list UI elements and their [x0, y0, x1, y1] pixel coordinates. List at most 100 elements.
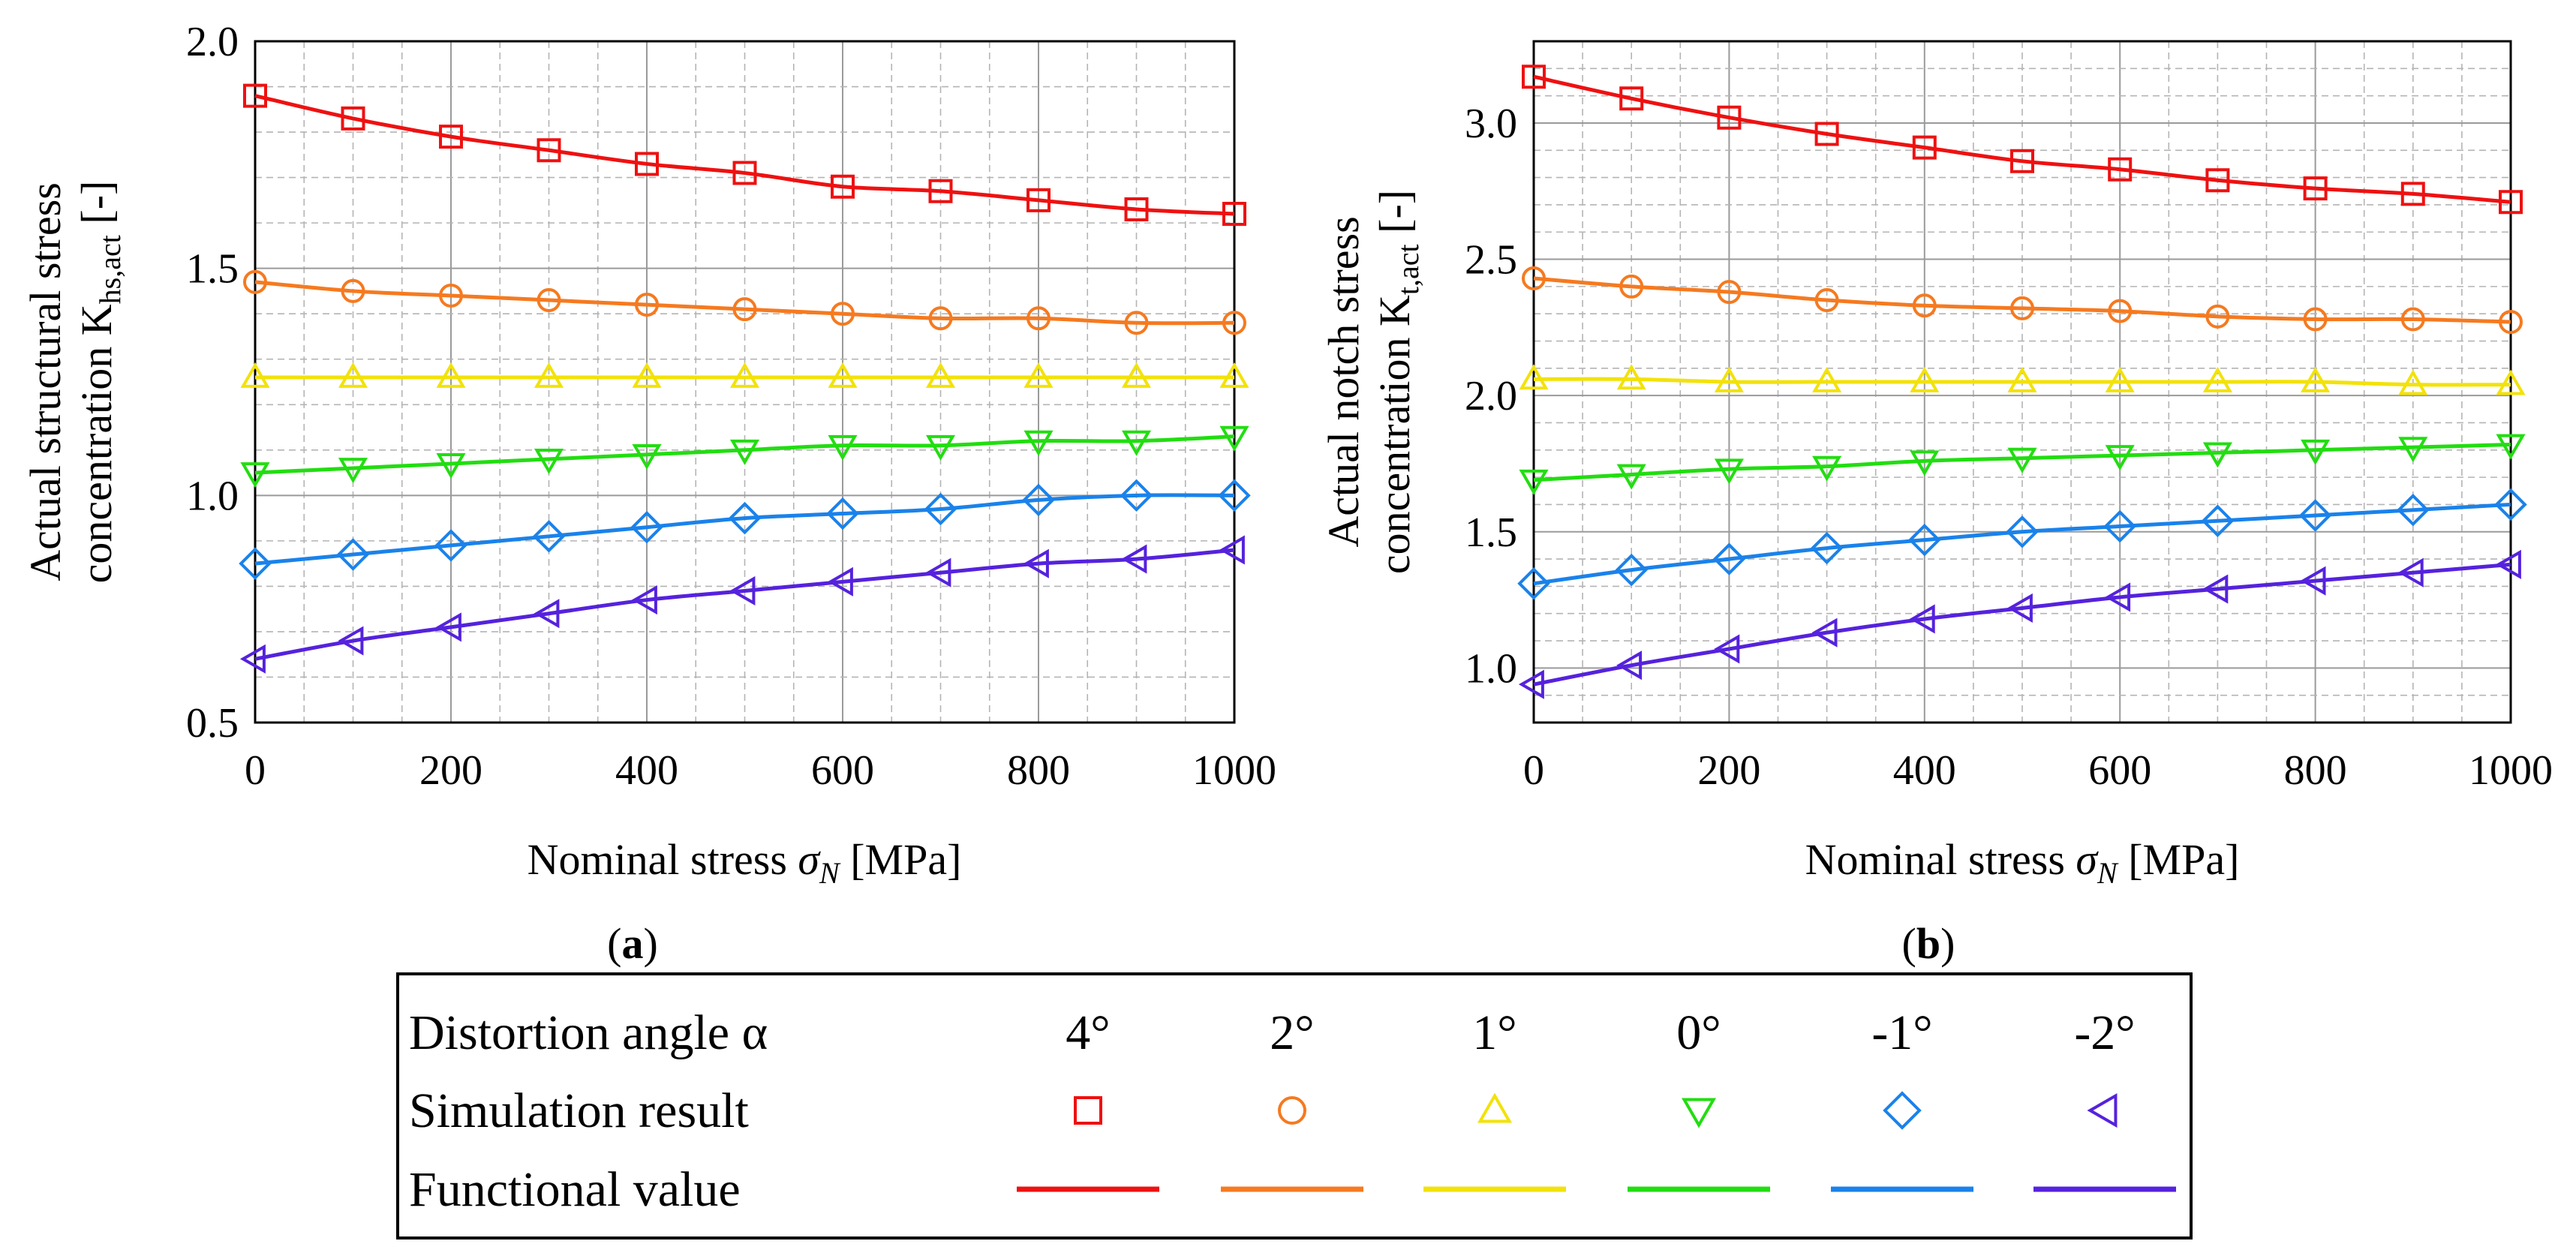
x-tick-label: 0: [245, 747, 266, 794]
y-tick-label: 3.0: [1465, 101, 1517, 147]
series-line-5: [1533, 562, 2511, 687]
data-point: [2499, 310, 2523, 335]
data-point: [2205, 168, 2230, 193]
series-line-4: [254, 493, 1235, 566]
data-point: [534, 362, 564, 388]
data-point: [1023, 430, 1054, 456]
data-point: [341, 278, 365, 303]
grid-a: [254, 41, 1235, 723]
data-point: [1222, 311, 1246, 335]
series-line-0: [254, 94, 1235, 216]
data-point: [1908, 523, 1941, 557]
data-point: [1219, 535, 1245, 565]
y-axis-title-b-line1: Actual notch stress: [1319, 216, 1368, 547]
legend-box: [396, 972, 2193, 1239]
data-point: [2010, 296, 2034, 320]
data-point: [1222, 202, 1246, 227]
legend-marker: [1681, 1098, 1717, 1128]
data-point: [2108, 299, 2133, 323]
data-point: [2303, 176, 2328, 201]
x-tick-label: 400: [1893, 747, 1956, 794]
data-point: [1812, 455, 1842, 482]
data-point: [2300, 566, 2326, 596]
data-point: [1717, 105, 1742, 130]
data-point: [2103, 509, 2136, 543]
data-point: [2298, 499, 2332, 532]
x-axis-title-a: Nominal stress σN [MPa]: [528, 835, 962, 890]
data-point: [1909, 604, 1935, 634]
data-point: [729, 362, 760, 388]
data-point: [2006, 593, 2033, 623]
data-point: [1120, 479, 1153, 512]
data-point: [2105, 445, 2135, 471]
data-point: [925, 362, 956, 388]
y-tick-label: 1.5: [186, 246, 239, 293]
data-point: [1616, 464, 1646, 490]
data-point: [338, 458, 368, 484]
data-point: [828, 434, 858, 461]
data-point: [2400, 307, 2425, 332]
x-tick-label: 0: [1523, 747, 1544, 794]
legend-angle-label: -1°: [1871, 1005, 1932, 1060]
data-point: [1619, 274, 1644, 299]
series-line-4: [1533, 502, 2511, 586]
data-point: [534, 449, 564, 475]
data-point: [1022, 483, 1055, 517]
data-point: [1026, 306, 1051, 331]
y-tick-label: 2.0: [186, 19, 239, 65]
x-tick-label: 200: [419, 747, 482, 794]
data-point: [436, 362, 466, 388]
data-point: [630, 510, 663, 544]
data-point: [537, 138, 561, 163]
data-point: [2499, 190, 2523, 215]
data-point: [434, 529, 467, 562]
panel-label-b: (b): [1902, 919, 1955, 968]
data-point: [2301, 439, 2331, 465]
data-point: [2201, 504, 2235, 537]
data-point: [2202, 366, 2232, 392]
data-point: [831, 302, 855, 326]
data-point: [1912, 135, 1937, 160]
y-axis-title-a-line1: Actual structural stress: [21, 182, 70, 581]
data-point: [729, 575, 756, 606]
data-point: [1522, 65, 1546, 89]
y-tick-label: 2.0: [1465, 373, 1517, 419]
data-point: [1714, 366, 1744, 392]
legend-angle-label: 4°: [1066, 1005, 1110, 1060]
data-point: [2495, 549, 2521, 579]
y-tick-label: 2.5: [1465, 237, 1517, 284]
y-tick-label: 1.0: [1465, 645, 1517, 692]
series-a: [239, 83, 1251, 674]
legend-marker-row-label: Simulation result: [409, 1083, 749, 1138]
data-point: [635, 293, 659, 317]
data-point: [2105, 582, 2131, 612]
data-point: [1218, 479, 1251, 512]
y-tick-label: 0.5: [186, 700, 239, 747]
data-point: [537, 288, 561, 313]
data-point: [2303, 307, 2328, 332]
data-point: [1219, 362, 1249, 388]
data-point: [2397, 557, 2424, 587]
data-point: [439, 125, 463, 149]
legend-marker: [1477, 1092, 1513, 1123]
data-point: [728, 501, 762, 535]
data-point: [2202, 574, 2229, 604]
data-point: [1121, 544, 1147, 574]
data-point: [243, 269, 267, 294]
data-point: [729, 439, 760, 465]
data-point: [1517, 567, 1550, 600]
data-point: [2202, 442, 2232, 468]
x-tick-label: 400: [615, 747, 678, 794]
x-tick-label: 800: [2284, 747, 2347, 794]
data-point: [240, 462, 270, 488]
data-point: [928, 306, 953, 331]
data-point: [435, 612, 461, 642]
data-point: [1026, 188, 1051, 212]
data-point: [338, 626, 364, 656]
data-point: [239, 644, 266, 674]
data-point: [2494, 488, 2527, 521]
x-tick-labels-a: 0 200 400 600 800 1000: [245, 747, 1276, 794]
data-point: [2301, 366, 2331, 392]
data-point: [1219, 425, 1249, 452]
